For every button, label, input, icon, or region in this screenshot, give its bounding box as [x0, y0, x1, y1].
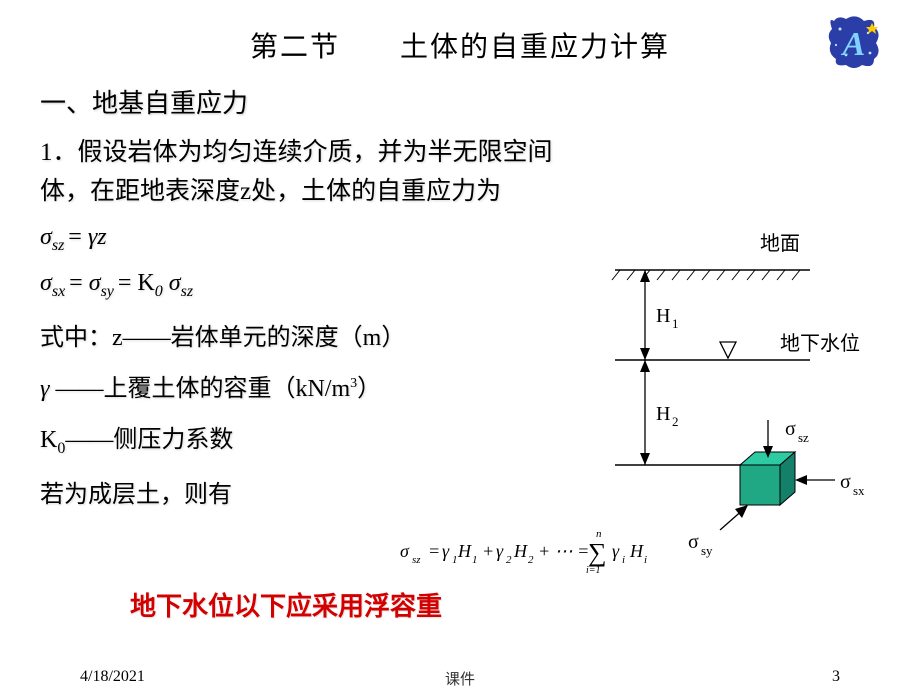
- red-note: 地下水位以下应采用浮容重: [130, 586, 880, 623]
- svg-text:sy: sy: [701, 543, 713, 558]
- svg-text:σ: σ: [400, 541, 410, 561]
- svg-text:=: =: [428, 541, 440, 561]
- footer-date: 4/18/2021: [80, 668, 145, 686]
- logo: A: [826, 15, 882, 69]
- label-ground: 地面: [760, 232, 800, 255]
- svg-text:A: A: [841, 26, 866, 63]
- soil-diagram: 地面 地下水位: [590, 230, 890, 560]
- svg-text:H: H: [513, 541, 528, 561]
- svg-text:1: 1: [452, 554, 458, 566]
- svg-text:H: H: [656, 305, 670, 327]
- slide-container: A 第二节 土体的自重应力计算 一、地基自重应力 1．假设岩体为均匀连续介质，并…: [0, 0, 920, 690]
- svg-text:i=1: i=1: [586, 565, 601, 575]
- svg-text:σ: σ: [688, 531, 699, 553]
- svg-text:+: +: [482, 541, 494, 561]
- label-water: 地下水位: [780, 332, 860, 355]
- svg-text:sz: sz: [798, 430, 809, 445]
- svg-text:1: 1: [672, 316, 679, 331]
- svg-text:σ: σ: [840, 471, 851, 493]
- footer-center: 课件: [445, 668, 475, 689]
- svg-text:H: H: [457, 541, 472, 561]
- paragraph-1: 1．假设岩体为均匀连续介质，并为半无限空间体，在距地表深度z处，土体的自重应力为: [40, 134, 600, 212]
- svg-text:γ: γ: [496, 541, 504, 561]
- section-heading: 一、地基自重应力: [40, 83, 880, 120]
- svg-text:H: H: [656, 403, 670, 425]
- svg-text:γ: γ: [442, 541, 450, 561]
- slide-title: 第二节 土体的自重应力计算: [40, 25, 880, 65]
- svg-text:σ: σ: [785, 418, 796, 440]
- svg-text:2: 2: [528, 554, 534, 566]
- stress-cube: [740, 452, 795, 505]
- svg-text:2: 2: [506, 554, 512, 566]
- svg-text:sx: sx: [853, 483, 865, 498]
- svg-text:sz: sz: [412, 554, 421, 566]
- svg-text:2: 2: [672, 414, 679, 429]
- svg-text:+ ⋯ =: + ⋯ =: [538, 541, 589, 561]
- svg-text:1: 1: [472, 554, 478, 566]
- footer-page: 3: [832, 668, 840, 686]
